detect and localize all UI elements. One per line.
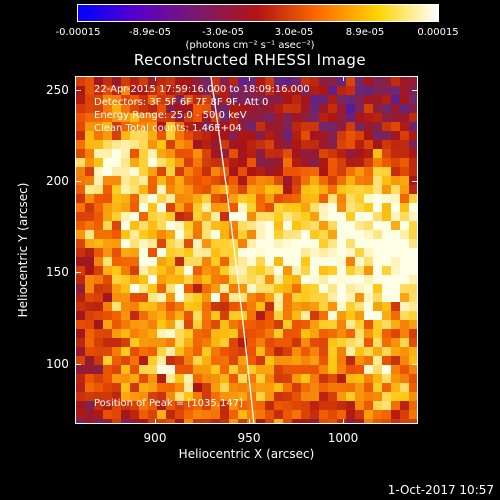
colorbar-tick: -0.00015	[55, 27, 101, 38]
footer-date: 1-Oct-2017 10:57	[387, 483, 494, 497]
axis-tick-mark	[155, 76, 156, 81]
energy-range-label: Energy Range: 25.0 - 50.0 keV	[94, 110, 247, 121]
detectors-label: Detectors: 3F 5F 6F 7F 8F 9F, Att 0	[94, 97, 269, 108]
y-tick-label: 250	[46, 83, 69, 97]
image-title: Reconstructed RHESSI Image	[133, 51, 367, 69]
axis-tick-mark	[75, 181, 81, 182]
solar-image-plot: 22-Apr-2015 17:59:16.000 to 18:09:16.000…	[75, 76, 418, 424]
colorbar-tick: -8.9e-05	[129, 27, 171, 38]
clean-counts-label: Clean Total counts: 1.46E+04	[94, 123, 242, 134]
axis-tick-mark	[155, 419, 156, 424]
axis-tick-mark	[249, 419, 250, 424]
colorbar-tick: -3.0e-05	[202, 27, 244, 38]
x-tick-label: 1000	[327, 431, 359, 445]
colorbar	[77, 4, 439, 22]
x-tick-label: 950	[237, 431, 261, 445]
time-range-label: 22-Apr-2015 17:59:16.000 to 18:09:16.000	[94, 84, 310, 95]
solar-limb-line	[210, 77, 255, 423]
axis-tick-mark	[412, 364, 418, 365]
axis-tick-mark	[75, 272, 81, 273]
axis-tick-mark	[75, 90, 81, 91]
y-tick-label: 100	[46, 357, 69, 371]
colorbar-tick: 0.00015	[417, 27, 459, 38]
y-tick-label: 150	[46, 265, 69, 279]
x-tick-label: 900	[143, 431, 167, 445]
y-axis-title: Heliocentric Y (arcsec)	[16, 182, 30, 318]
axis-tick-mark	[412, 90, 418, 91]
peak-position-label: Position of Peak = [1035,147]	[94, 398, 243, 409]
y-tick-label: 200	[46, 174, 69, 188]
hxr-intensity-map	[76, 77, 417, 423]
axis-tick-mark	[412, 272, 418, 273]
x-axis-title: Heliocentric X (arcsec)	[178, 447, 315, 461]
colorbar-tick: 8.9e-05	[345, 27, 385, 38]
axis-tick-mark	[75, 364, 81, 365]
colorbar-tick: 3.0e-05	[274, 27, 314, 38]
colorbar-units: (photons cm⁻² s⁻¹ asec⁻²)	[185, 40, 315, 51]
axis-tick-mark	[412, 181, 418, 182]
axis-tick-mark	[249, 76, 250, 81]
axis-tick-mark	[343, 76, 344, 81]
axis-tick-mark	[343, 419, 344, 424]
